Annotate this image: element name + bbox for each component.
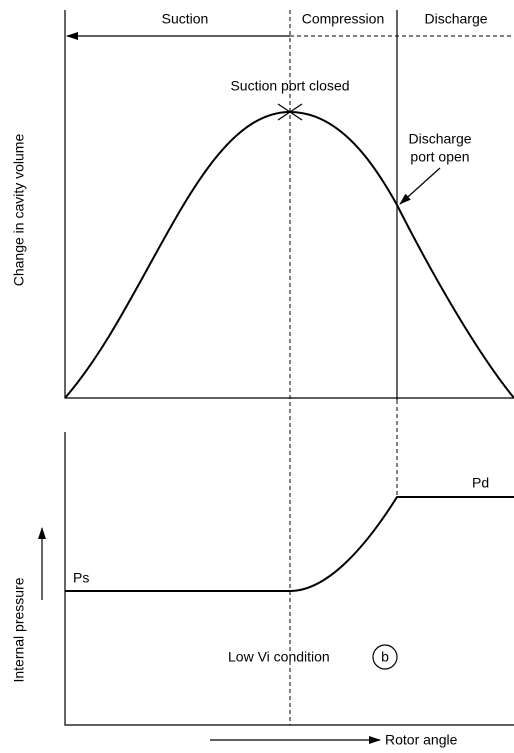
phase-label: Discharge [424,11,487,27]
lower-axes [64,432,514,726]
condition-marker: b [381,649,389,665]
x-axis-label: Rotor angle [385,732,458,748]
volume-curve [64,110,514,399]
pressure-label: Pd [472,475,489,491]
annotation: port open [410,149,469,165]
cross-mark [277,103,303,121]
phase-label: Suction [162,11,209,27]
annotation: Suction port closed [230,78,349,94]
y-axis-label: Change in cavity volume [11,134,27,287]
annotation-arrow [399,167,441,205]
pressure-curve [65,496,514,592]
pressure-label: Ps [73,570,89,586]
condition-label: Low Vi condition [228,649,330,665]
annotation: Discharge [408,131,471,147]
y-axis-label: Internal pressure [11,577,27,682]
phase-label: Compression [302,11,384,27]
condition-circle [372,644,398,670]
